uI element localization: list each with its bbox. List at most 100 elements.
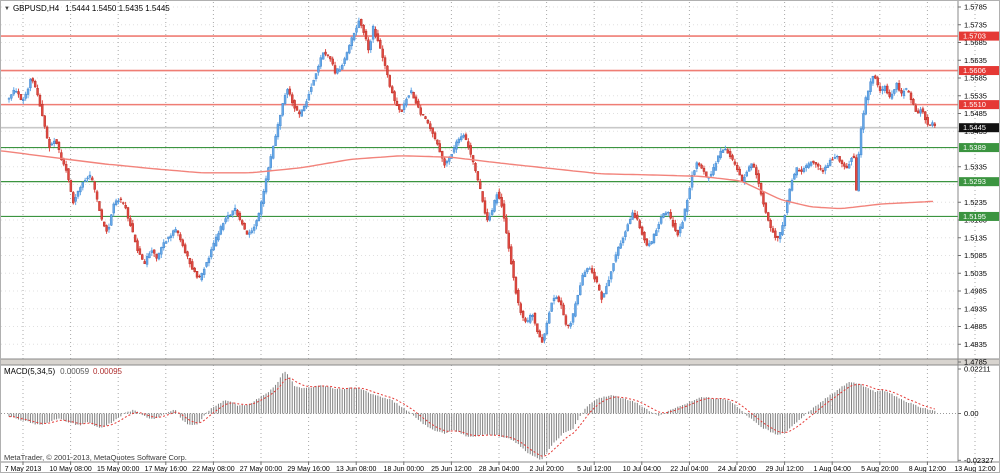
time-tick-label: 28 Jun 04:00 [479, 466, 520, 473]
candle-body [317, 66, 320, 73]
candle-body [43, 115, 46, 127]
candle-body [143, 261, 146, 264]
candle-body [928, 124, 932, 126]
candle-body [681, 222, 684, 229]
candle-body [252, 226, 256, 231]
candle-body [321, 52, 325, 60]
candle-body [721, 149, 725, 153]
price-tick-label: 1.4885 [964, 322, 987, 331]
candle-body [633, 213, 637, 218]
candle-body [743, 176, 746, 183]
candle-body [724, 148, 727, 151]
candle-body [264, 178, 268, 193]
candle-body [526, 320, 530, 322]
candle-body [897, 83, 901, 91]
candle-body [245, 230, 249, 235]
candle-body [98, 201, 101, 211]
candle-body [747, 166, 751, 172]
candle-body [781, 225, 784, 235]
candle-body [843, 163, 846, 167]
macd-name: MACD(5,34,5) [4, 367, 56, 376]
time-tick-label: 29 May 16:00 [287, 466, 330, 473]
price-tick-label: 1.5235 [964, 198, 987, 207]
candle-body [269, 156, 272, 168]
candle-body [805, 165, 808, 169]
candle-body [174, 229, 177, 233]
candle-body [533, 313, 537, 324]
candle-body [48, 139, 51, 148]
candle-body [626, 224, 629, 231]
candle-body [916, 110, 920, 114]
candle-body [607, 279, 610, 287]
panel-separator[interactable] [1, 359, 1000, 365]
candle-body [202, 268, 206, 275]
price-axis[interactable]: 1.5785 1.5735 1.5685 1.5635 1.5585 1.5535 1.54… [958, 3, 999, 465]
candle-body [126, 207, 130, 219]
candle-body [709, 173, 713, 177]
candle-body [176, 230, 180, 234]
moving-average-line[interactable] [1, 150, 934, 210]
candlestick-series [7, 17, 937, 344]
price-line-badge-label: 1.5606 [963, 66, 986, 75]
candle-body [902, 90, 906, 97]
candle-body [471, 155, 475, 163]
candle-body [419, 107, 422, 115]
candle-body [188, 258, 192, 265]
candle-body [298, 111, 301, 115]
price-tick-label: 1.5635 [964, 56, 987, 65]
candle-body [800, 169, 803, 172]
candle-body [874, 75, 877, 79]
candle-body [31, 78, 34, 82]
candle-body [326, 54, 330, 56]
candle-body [876, 77, 879, 86]
candle-body [548, 312, 551, 324]
candle-body [221, 223, 225, 230]
candle-body [250, 230, 253, 233]
candle-body [10, 94, 13, 99]
candle-body [571, 313, 575, 323]
candle-body [667, 212, 670, 214]
candle-body [460, 136, 463, 141]
candle-body [17, 91, 20, 95]
price-tick-label: 1.4985 [964, 287, 987, 296]
candle-body [495, 194, 499, 204]
candle-body [343, 58, 346, 64]
candle-body [362, 25, 365, 33]
candle-body [388, 75, 391, 87]
candle-body [559, 300, 563, 306]
candle-body [288, 88, 292, 95]
candle-body [160, 247, 163, 255]
candle-body [333, 65, 337, 74]
candle-body [79, 187, 82, 193]
candle-body [712, 167, 715, 175]
candle-body [122, 202, 125, 204]
candle-body [12, 89, 15, 95]
candle-body [93, 181, 96, 190]
candle-body [745, 171, 748, 177]
candle-body [664, 212, 668, 215]
candle-body [590, 268, 594, 273]
candle-body [840, 160, 844, 164]
candle-body [350, 37, 353, 47]
candle-body [488, 215, 491, 221]
candle-body [524, 318, 527, 322]
candle-body [386, 65, 389, 76]
candle-body [274, 135, 277, 147]
candle-body [481, 191, 484, 202]
candle-body [726, 149, 729, 154]
candle-body [857, 153, 860, 192]
price-line-badge-label: 1.5445 [963, 123, 986, 132]
candle-body [438, 143, 441, 153]
chart-collapse-icon[interactable]: ▼ [4, 6, 10, 12]
candle-body [369, 41, 372, 51]
time-axis[interactable]: 7 May 2013 10 May 08:00 15 May 00:00 17 May… [5, 462, 996, 473]
candle-body [29, 79, 32, 89]
candle-body [474, 163, 477, 172]
time-tick-label: 13 Aug 12:00 [954, 466, 995, 473]
candle-body [19, 94, 23, 100]
candle-body [683, 208, 687, 221]
candle-body [576, 295, 580, 305]
candle-body [700, 164, 703, 169]
